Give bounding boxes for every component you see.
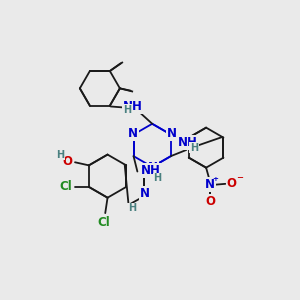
Text: H: H	[124, 105, 132, 115]
Text: NH: NH	[123, 100, 143, 112]
Text: N: N	[140, 187, 150, 200]
Text: NH: NH	[178, 136, 198, 149]
Text: H: H	[153, 173, 161, 184]
Text: H: H	[56, 150, 64, 160]
Text: N: N	[167, 127, 177, 140]
Text: N: N	[148, 161, 158, 174]
Text: O: O	[62, 155, 72, 168]
Text: NH: NH	[141, 164, 161, 177]
Text: O: O	[205, 195, 215, 208]
Text: N: N	[128, 127, 138, 140]
Text: H: H	[128, 203, 136, 214]
Text: −: −	[236, 173, 244, 182]
Text: Cl: Cl	[97, 216, 110, 229]
Text: +: +	[212, 176, 218, 182]
Text: Cl: Cl	[59, 180, 72, 194]
Text: O: O	[226, 177, 236, 190]
Text: H: H	[190, 143, 198, 153]
Text: N: N	[205, 178, 215, 191]
